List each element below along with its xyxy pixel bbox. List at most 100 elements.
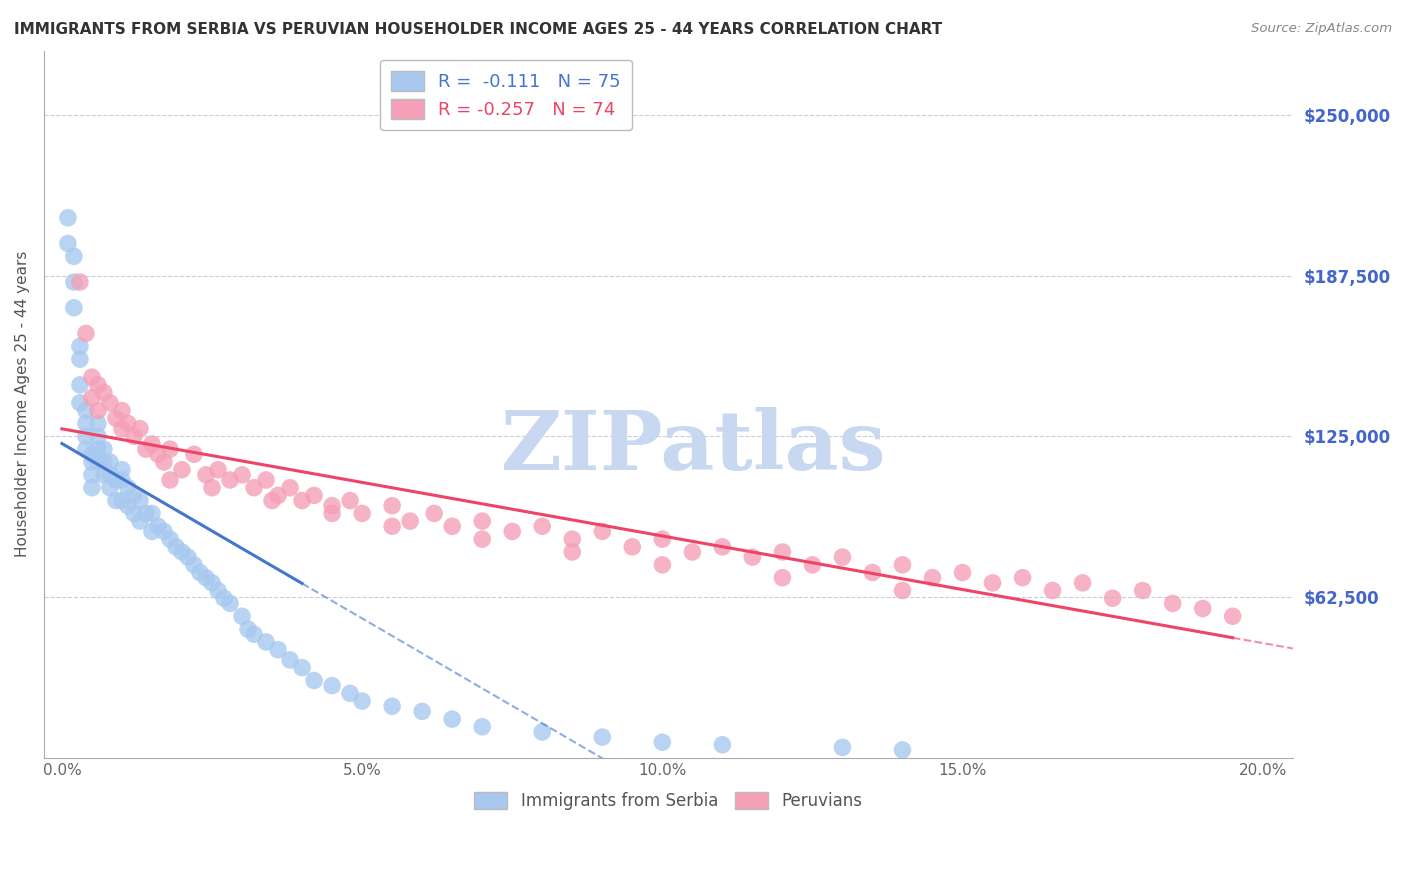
Point [267, 642, 290, 657]
Point [231, 609, 253, 624]
Point [75, 429, 97, 443]
Point [69, 352, 91, 367]
Point [381, 519, 404, 533]
Point [561, 545, 583, 559]
Point [69, 396, 91, 410]
Point [98, 455, 121, 469]
Point [98, 481, 121, 495]
Point [111, 473, 134, 487]
Point [591, 524, 613, 539]
Point [1132, 583, 1154, 598]
Point [153, 524, 176, 539]
Point [80, 467, 103, 482]
Point [135, 442, 157, 457]
Point [1191, 601, 1213, 615]
Point [381, 499, 404, 513]
Point [111, 493, 134, 508]
Point [104, 473, 127, 487]
Point [1071, 575, 1094, 590]
Point [63, 275, 86, 289]
Point [177, 550, 200, 565]
Point [862, 566, 884, 580]
Point [531, 725, 554, 739]
Point [770, 545, 793, 559]
Text: Source: ZipAtlas.com: Source: ZipAtlas.com [1251, 22, 1392, 36]
Point [260, 493, 283, 508]
Point [254, 635, 277, 649]
Point [183, 447, 205, 461]
Point [170, 463, 193, 477]
Point [831, 740, 853, 755]
Point [93, 467, 115, 482]
Point [267, 488, 290, 502]
Point [69, 377, 91, 392]
Point [471, 720, 494, 734]
Point [302, 673, 325, 688]
Point [207, 463, 229, 477]
Point [231, 467, 253, 482]
Point [141, 524, 163, 539]
Point [135, 507, 157, 521]
Point [80, 447, 103, 461]
Point [87, 417, 110, 431]
Point [183, 558, 205, 572]
Point [141, 507, 163, 521]
Point [63, 301, 86, 315]
Point [75, 403, 97, 417]
Point [651, 532, 673, 546]
Point [339, 493, 361, 508]
Point [207, 583, 229, 598]
Point [56, 211, 79, 225]
Point [98, 467, 121, 482]
Point [651, 735, 673, 749]
Point [153, 455, 176, 469]
Point [471, 514, 494, 528]
Point [80, 481, 103, 495]
Point [195, 467, 218, 482]
Point [122, 507, 145, 521]
Point [63, 249, 86, 263]
Point [801, 558, 824, 572]
Point [111, 421, 134, 435]
Point [236, 622, 259, 636]
Point [339, 686, 361, 700]
Point [159, 442, 181, 457]
Point [441, 519, 464, 533]
Point [891, 743, 914, 757]
Point [254, 473, 277, 487]
Point [111, 463, 134, 477]
Point [321, 499, 343, 513]
Point [104, 411, 127, 425]
Point [87, 442, 110, 457]
Point [243, 627, 266, 641]
Point [441, 712, 464, 726]
Point [69, 275, 91, 289]
Point [1011, 571, 1033, 585]
Point [159, 473, 181, 487]
Y-axis label: Householder Income Ages 25 - 44 years: Householder Income Ages 25 - 44 years [15, 251, 30, 558]
Point [399, 514, 422, 528]
Point [104, 493, 127, 508]
Point [80, 370, 103, 384]
Point [711, 738, 734, 752]
Point [471, 532, 494, 546]
Point [98, 396, 121, 410]
Point [321, 679, 343, 693]
Point [87, 429, 110, 443]
Point [122, 429, 145, 443]
Point [129, 493, 152, 508]
Point [381, 699, 404, 714]
Point [651, 558, 673, 572]
Point [165, 540, 187, 554]
Point [531, 519, 554, 533]
Point [87, 455, 110, 469]
Point [93, 455, 115, 469]
Point [201, 575, 224, 590]
Point [75, 326, 97, 341]
Point [352, 507, 374, 521]
Point [93, 442, 115, 457]
Point [117, 481, 139, 495]
Point [423, 507, 446, 521]
Point [117, 417, 139, 431]
Point [146, 447, 169, 461]
